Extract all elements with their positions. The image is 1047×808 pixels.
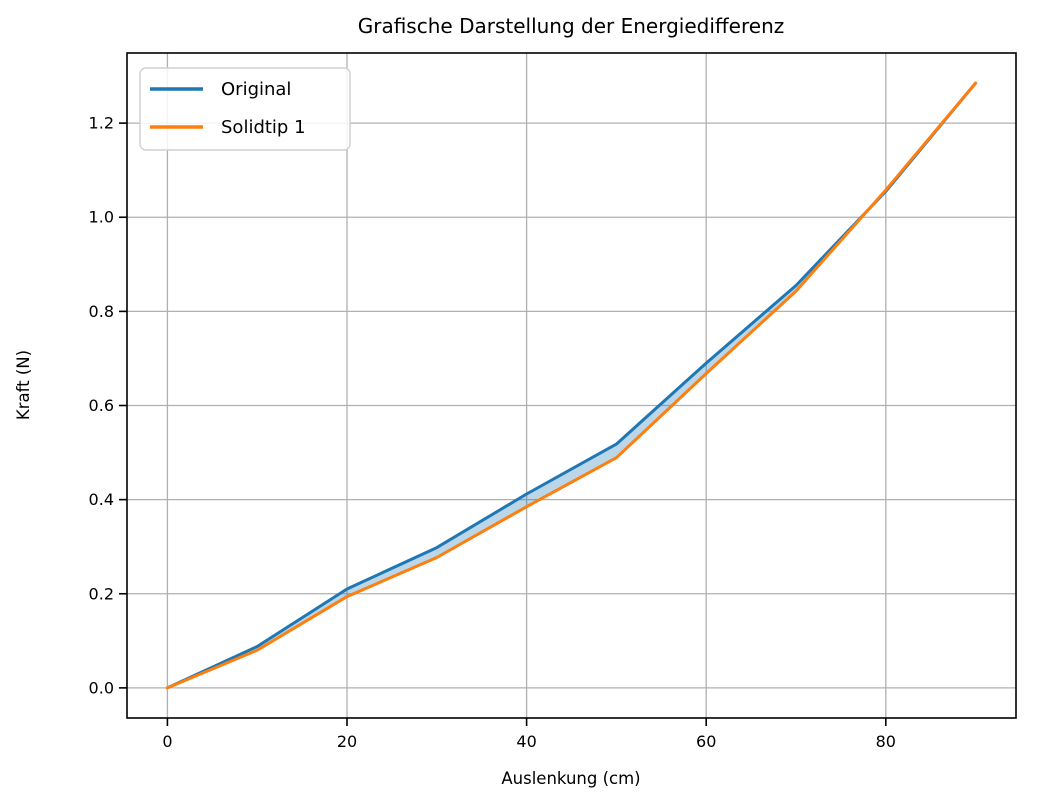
legend-label-solidtip-1: Solidtip 1 xyxy=(221,117,306,138)
gridlines xyxy=(127,53,1016,718)
x-tick-label: 0 xyxy=(162,732,172,751)
x-tick-label: 40 xyxy=(516,732,536,751)
y-tick-label: 0.0 xyxy=(89,678,114,697)
x-tick-label: 60 xyxy=(696,732,716,751)
series-line-solidtip-1 xyxy=(165,81,978,690)
tick-marks xyxy=(119,122,887,726)
x-tick-label: 20 xyxy=(337,732,357,751)
x-axis-label: Auslenkung (cm) xyxy=(501,769,640,788)
series-line-original xyxy=(165,81,978,690)
y-axis-label: Kraft (N) xyxy=(14,350,33,420)
y-tick-label: 0.2 xyxy=(89,584,114,603)
y-tick-label: 0.8 xyxy=(89,302,114,321)
series-layer xyxy=(165,81,978,690)
energy-difference-area xyxy=(167,83,976,688)
legend-label-original: Original xyxy=(221,79,291,100)
tick-labels: 0 20 40 60 80 0.0 0.2 0.4 0.6 0.8 1.0 1.2 xyxy=(89,114,896,751)
chart-title: Grafische Darstellung der Energiediffere… xyxy=(358,14,785,38)
y-tick-label: 0.4 xyxy=(89,490,114,509)
y-tick-label: 1.2 xyxy=(89,114,114,133)
fill-between-layer xyxy=(167,83,976,688)
legend: Original Solidtip 1 xyxy=(139,67,351,151)
plot-border xyxy=(126,52,1017,719)
x-tick-label: 80 xyxy=(876,732,896,751)
y-tick-label: 0.6 xyxy=(89,396,114,415)
y-tick-label: 1.0 xyxy=(89,208,114,227)
